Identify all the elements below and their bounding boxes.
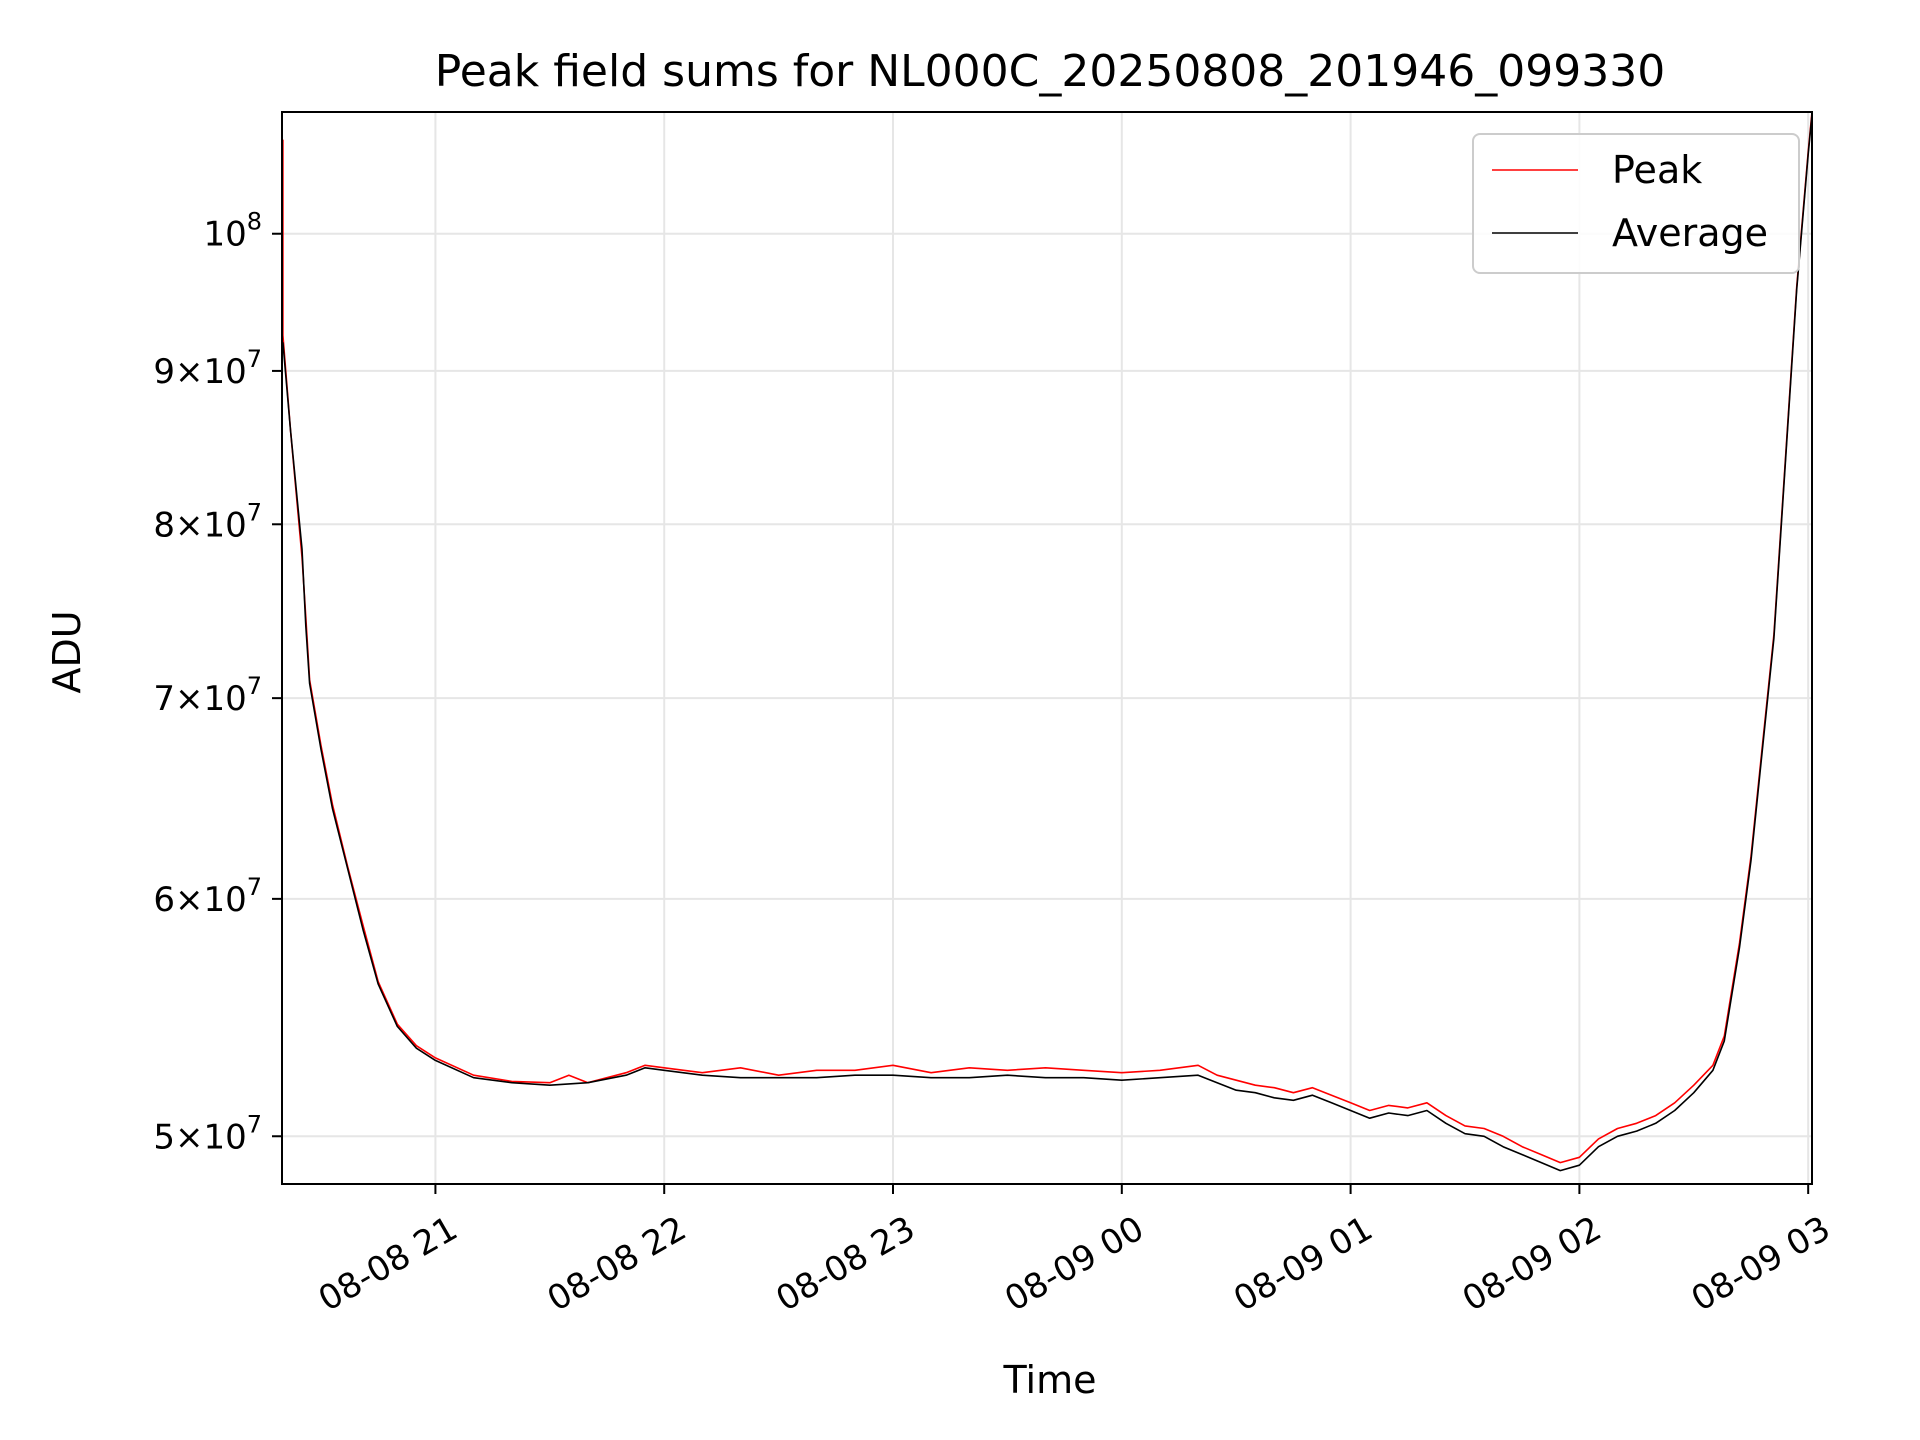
series-layer bbox=[282, 112, 1812, 1172]
legend-box bbox=[1472, 133, 1800, 274]
y-axis-label: ADU bbox=[45, 610, 89, 693]
series-line-peak bbox=[282, 112, 1812, 1164]
y-tick-label: 8×107 bbox=[153, 498, 262, 545]
x-axis-label: Time bbox=[1003, 1358, 1097, 1402]
y-tick-label: 6×107 bbox=[153, 873, 262, 920]
legend-label-average: Average bbox=[1612, 211, 1768, 255]
series-line-average bbox=[282, 114, 1812, 1172]
y-tick-label: 7×107 bbox=[153, 672, 262, 719]
legend-label-peak: Peak bbox=[1612, 148, 1702, 192]
y-tick-label: 5×107 bbox=[153, 1110, 262, 1157]
legend: Peak Average bbox=[1472, 133, 1800, 274]
chart-title: Peak field sums for NL000C_20250808_2019… bbox=[435, 46, 1665, 97]
y-tick-label: 108 bbox=[203, 208, 262, 255]
plot-frame bbox=[281, 111, 1813, 1185]
grid bbox=[282, 112, 1812, 1184]
y-tick-label: 9×107 bbox=[153, 345, 262, 392]
